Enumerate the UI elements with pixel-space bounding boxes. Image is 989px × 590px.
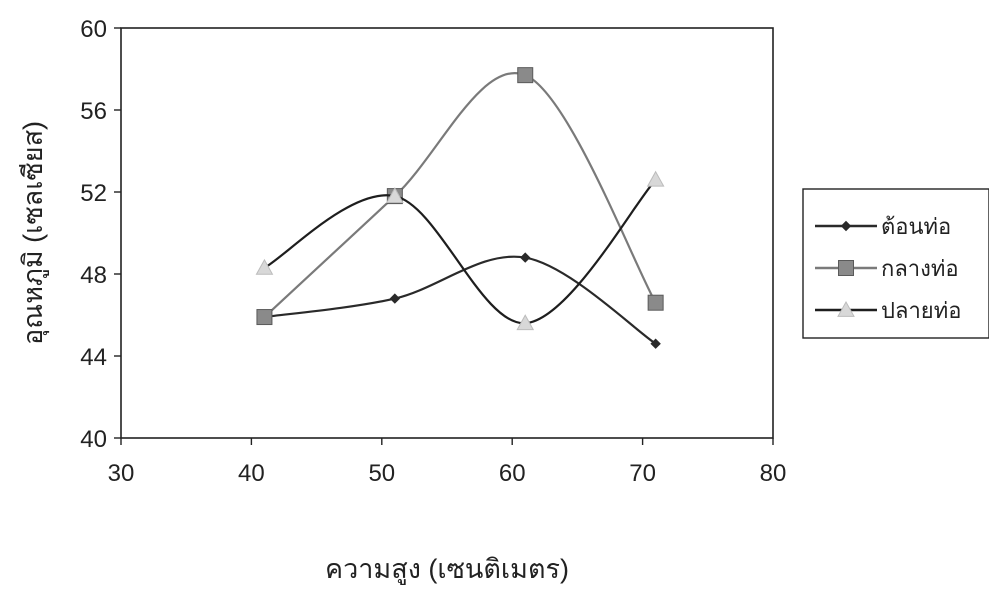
x-tick-label: 50 (368, 460, 395, 487)
series-line (263, 178, 657, 325)
y-tick-label: 60 (80, 16, 107, 43)
legend-marker (838, 260, 854, 276)
x-tick-label: 30 (108, 460, 135, 487)
data-point (389, 293, 401, 304)
y-tick-label: 52 (80, 180, 107, 207)
legend-box (802, 188, 989, 339)
data-point (256, 309, 273, 326)
y-tick-label: 56 (80, 98, 107, 125)
plot-area (120, 27, 774, 439)
x-tick-label: 70 (629, 460, 656, 487)
data-point (517, 67, 534, 84)
x-tick-label: 80 (760, 460, 787, 487)
y-tick-label: 48 (80, 262, 107, 289)
legend-marker (837, 300, 855, 317)
data-point (647, 294, 664, 311)
data-point (385, 187, 404, 203)
series-3 (255, 170, 665, 331)
legend-label: ปลายท่อ (881, 298, 961, 323)
y-axis-title: อุณหภูมิ (เซลเซียส) (18, 121, 50, 345)
legend-label: กลางท่อ (881, 256, 959, 281)
data-point (516, 314, 535, 331)
series-layer (255, 67, 665, 349)
series-line (263, 71, 657, 318)
data-point (650, 338, 661, 349)
legend-item: ต้อนท่อ (815, 214, 951, 239)
data-point (520, 252, 531, 263)
y-tick-label: 44 (80, 344, 107, 371)
x-tick-label: 40 (238, 460, 265, 487)
legend-item: ปลายท่อ (815, 298, 961, 323)
data-point (646, 170, 665, 187)
data-point (255, 258, 274, 275)
legend-item: กลางท่อ (815, 256, 959, 281)
x-tick-label: 60 (499, 460, 526, 487)
y-tick-label: 40 (80, 426, 107, 453)
legend-marker (840, 220, 852, 232)
legend-label: ต้อนท่อ (881, 214, 951, 239)
x-axis-title: ความสูง (เซนติเมตร) (325, 554, 569, 585)
